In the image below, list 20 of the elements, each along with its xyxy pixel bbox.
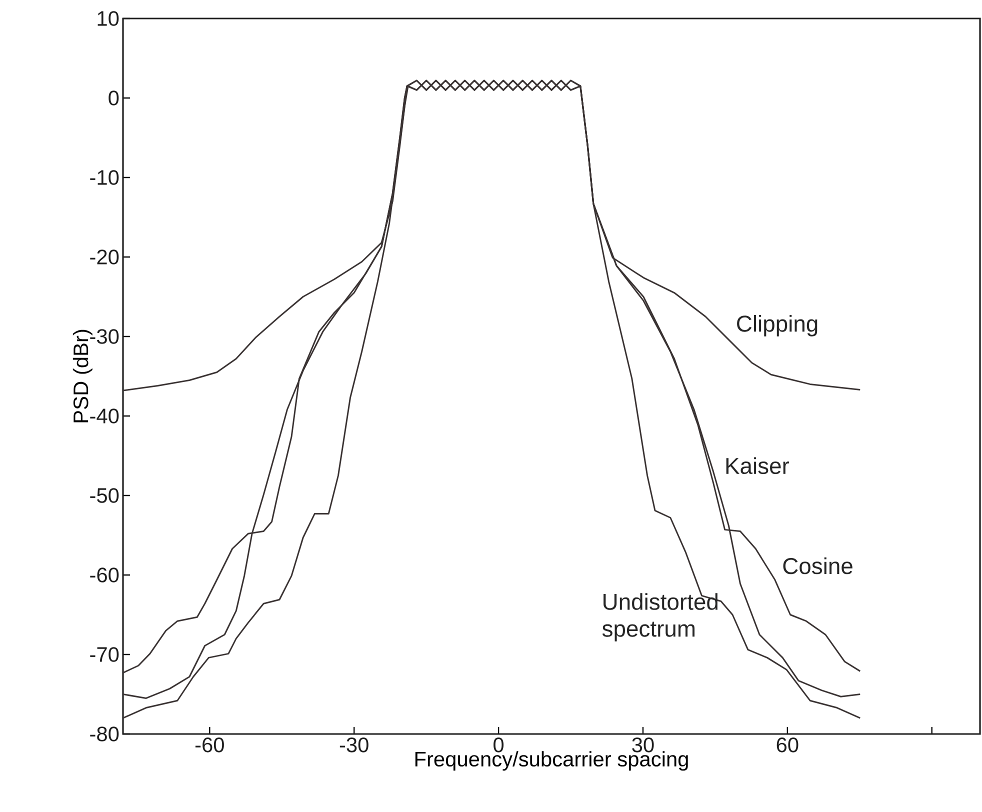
annotation: Undistorted spectrum	[602, 593, 718, 642]
x-tick-label: 60	[776, 738, 798, 752]
x-tick-label: 30	[632, 738, 654, 752]
y-tick-label: 0	[108, 90, 119, 106]
y-tick-label: -10	[90, 170, 119, 185]
y-tick-label: -70	[90, 647, 119, 662]
y-tick-label: -80	[90, 726, 119, 742]
y-tick-label: 10	[98, 11, 119, 26]
x-tick-label: -30	[340, 738, 368, 752]
y-tick-label: -60	[90, 568, 119, 582]
x-axis-title: Frequency/subcarrier spacing	[415, 751, 688, 771]
x-tick-label: -60	[195, 738, 224, 752]
annotation: Clipping	[737, 314, 818, 336]
y-tick-label: -40	[90, 408, 119, 424]
y-tick-label: -50	[90, 488, 119, 503]
y-tick-label: -30	[90, 329, 119, 344]
annotation: Kaiser	[726, 457, 790, 474]
y-tick-label: -20	[90, 250, 119, 264]
x-tick-label: 0	[494, 738, 504, 752]
annotation: Cosine	[783, 557, 852, 574]
